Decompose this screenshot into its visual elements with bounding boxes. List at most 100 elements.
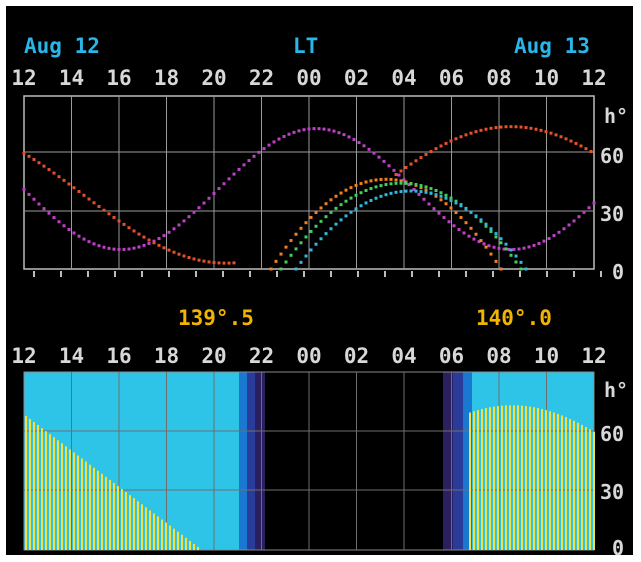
time-tick-label: 00 bbox=[296, 66, 322, 90]
sun-bar bbox=[105, 476, 107, 550]
sun-bar bbox=[45, 431, 47, 550]
sun-bar bbox=[41, 428, 43, 550]
cyan-curve-dot bbox=[319, 237, 323, 241]
cyan-curve-dot bbox=[454, 201, 458, 205]
magenta-curve-dot bbox=[357, 141, 361, 145]
magenta-curve-dot bbox=[87, 240, 91, 244]
red-curve-left-dot bbox=[232, 261, 236, 265]
red-curve-right-dot bbox=[564, 137, 568, 141]
green-curve-dot bbox=[279, 267, 283, 271]
cyan-curve-dot bbox=[504, 242, 508, 246]
time-tick-label: 20 bbox=[201, 66, 227, 90]
cyan-curve-dot bbox=[509, 248, 513, 252]
orange-curve-dot bbox=[419, 186, 423, 190]
magenta-curve-dot bbox=[102, 245, 106, 249]
sun-bar bbox=[553, 412, 555, 550]
magenta-curve-dot bbox=[497, 246, 501, 250]
orange-curve-dot bbox=[399, 179, 403, 183]
sun-bar bbox=[545, 410, 547, 550]
red-curve-left-dot bbox=[137, 232, 141, 236]
orange-curve-dot bbox=[319, 206, 323, 210]
orange-curve-dot bbox=[269, 267, 273, 271]
sun-bar bbox=[133, 498, 135, 550]
sun-bar bbox=[581, 424, 583, 550]
red-curve-right-dot bbox=[429, 150, 433, 154]
cyan-curve-dot bbox=[469, 210, 473, 214]
sun-bar bbox=[537, 408, 539, 550]
green-curve-dot bbox=[434, 188, 438, 192]
magenta-curve-dot bbox=[402, 178, 406, 182]
cyan-curve-dot bbox=[359, 204, 363, 208]
red-curve-left-dot bbox=[62, 178, 66, 182]
green-curve-dot bbox=[514, 260, 518, 264]
magenta-curve-dot bbox=[482, 242, 486, 246]
cyan-curve-dot bbox=[409, 189, 413, 193]
red-curve-right-dot bbox=[539, 128, 543, 132]
magenta-curve-dot bbox=[507, 247, 511, 251]
magenta-curve-dot bbox=[42, 207, 46, 211]
orange-curve-dot bbox=[469, 226, 473, 230]
sun-bar bbox=[69, 449, 71, 550]
cyan-curve-dot bbox=[384, 193, 388, 197]
longitude-label-2: 140°.0 bbox=[476, 306, 552, 330]
red-curve-right-dot bbox=[494, 126, 498, 130]
orange-curve-dot bbox=[379, 177, 383, 181]
magenta-curve-dot bbox=[132, 246, 136, 250]
magenta-curve-dot bbox=[287, 132, 291, 136]
sun-bar bbox=[157, 516, 159, 550]
red-curve-left-dot bbox=[192, 257, 196, 261]
sun-bar bbox=[53, 437, 55, 550]
green-curve-dot bbox=[444, 193, 448, 197]
red-curve-left-dot bbox=[52, 171, 56, 175]
magenta-curve-dot bbox=[382, 159, 386, 163]
sun-bar bbox=[473, 411, 475, 550]
sun-bar bbox=[165, 522, 167, 550]
magenta-curve-dot bbox=[237, 167, 241, 171]
orange-curve-dot bbox=[369, 179, 373, 183]
daylight-tick-0: 0 bbox=[612, 536, 625, 560]
time-tick-label: 02 bbox=[343, 344, 370, 368]
red-curve-right-dot bbox=[489, 126, 493, 130]
red-curve-right-dot bbox=[589, 150, 593, 154]
green-curve-dot bbox=[489, 229, 493, 233]
red-curve-right-dot bbox=[559, 135, 563, 139]
cyan-curve-dot bbox=[449, 198, 453, 202]
cyan-curve-dot bbox=[444, 196, 448, 200]
green-curve-dot bbox=[519, 267, 523, 271]
twilight-band bbox=[265, 372, 443, 550]
cyan-curve-dot bbox=[329, 227, 333, 231]
red-curve-left-dot bbox=[112, 215, 116, 219]
orange-curve-dot bbox=[364, 180, 368, 184]
sun-bar bbox=[469, 412, 471, 550]
green-curve-dot bbox=[374, 185, 378, 189]
green-curve-dot bbox=[304, 235, 308, 239]
green-curve-dot bbox=[399, 181, 403, 185]
sun-bar bbox=[73, 452, 75, 550]
red-curve-left-dot bbox=[132, 229, 136, 233]
red-curve-right-dot bbox=[499, 125, 503, 129]
red-curve-left-dot bbox=[227, 261, 231, 265]
green-curve-dot bbox=[419, 184, 423, 188]
twilight-band bbox=[443, 372, 453, 550]
magenta-curve-dot bbox=[27, 192, 31, 196]
green-curve-dot bbox=[504, 247, 508, 251]
cyan-curve-dot bbox=[364, 201, 368, 205]
magenta-curve-dot bbox=[197, 206, 201, 210]
magenta-curve-dot bbox=[272, 140, 276, 144]
time-tick-label: 14 bbox=[58, 344, 85, 368]
magenta-curve-dot bbox=[212, 191, 216, 195]
magenta-curve-dot bbox=[337, 131, 341, 135]
magenta-curve-dot bbox=[432, 207, 436, 211]
green-curve-dot bbox=[309, 229, 313, 233]
magenta-curve-dot bbox=[77, 234, 81, 238]
cyan-curve-dot bbox=[379, 194, 383, 198]
magenta-curve-dot bbox=[112, 247, 116, 251]
orange-curve-dot bbox=[344, 188, 348, 192]
sun-bar bbox=[109, 479, 111, 550]
magenta-curve-dot bbox=[302, 128, 306, 132]
red-curve-right-dot bbox=[504, 125, 508, 129]
green-curve-dot bbox=[359, 191, 363, 195]
red-curve-left-dot bbox=[47, 168, 51, 172]
sun-bar bbox=[489, 407, 491, 550]
ephemeris-panel: Aug 12 LT Aug 13 12 14 16 18 20 22 00 02 04 06 08 1… bbox=[6, 6, 633, 560]
